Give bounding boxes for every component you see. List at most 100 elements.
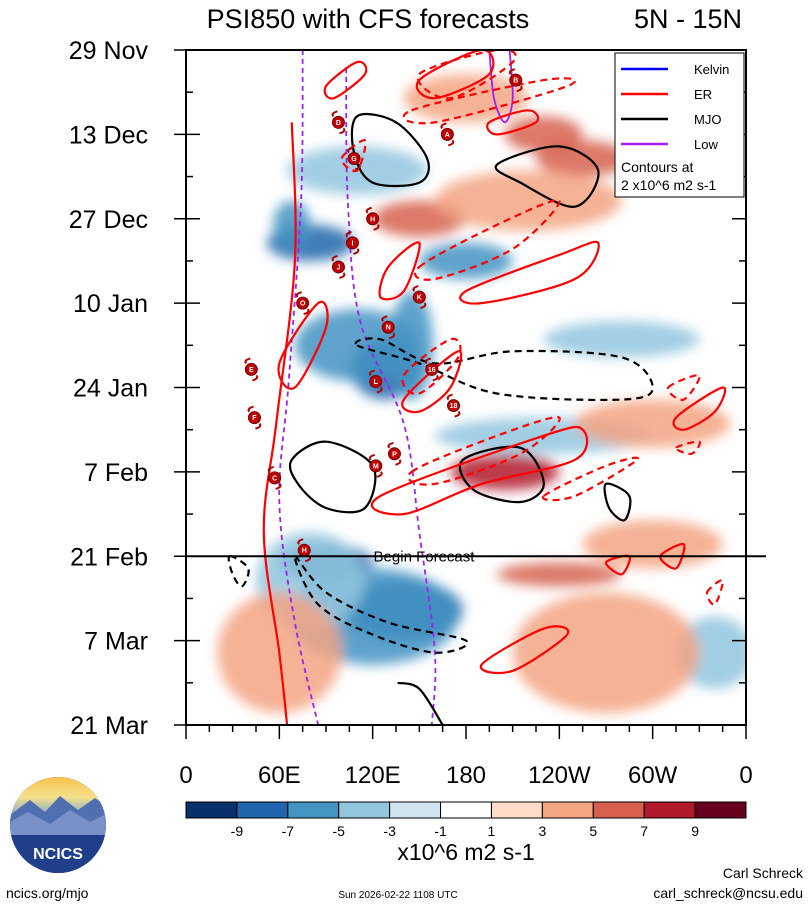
y-tick-label: 7 Feb — [84, 459, 148, 487]
colorbar-label: -3 — [383, 823, 396, 839]
anomaly-blob-23 — [512, 592, 700, 713]
colorbar-swatch-4 — [389, 801, 442, 819]
legend-label-low: Low — [694, 137, 718, 152]
storm-marker-18: H — [297, 538, 312, 563]
contour-mjo-9 — [397, 681, 444, 725]
colorbar-label: -7 — [282, 823, 295, 839]
footer-url: ncics.org/mjo — [6, 885, 89, 901]
colorbar-label: 3 — [538, 823, 546, 839]
legend-note-line2: 2 x10^6 m2 s-1 — [621, 177, 716, 193]
storm-label: F — [252, 415, 257, 422]
legend-label-kelvin: Kelvin — [694, 62, 729, 77]
anomaly-blob-18 — [497, 562, 622, 587]
colorbar-swatch-6 — [490, 801, 543, 819]
y-axis: 29 Nov 13 Dec 27 Dec 10 Jan 24 Jan 7 Feb 21 Fe… — [69, 37, 746, 740]
contour-er-18 — [277, 300, 329, 390]
contour-er-29 — [401, 337, 462, 396]
storm-label: H — [370, 216, 375, 223]
legend: Kelvin ER MJO Low Contours at 2 x10^6 m2 s-… — [614, 52, 745, 198]
contour-er-19 — [401, 350, 463, 414]
storm-label: N — [386, 325, 391, 332]
storm-marker-8: O — [295, 291, 310, 316]
storm-label: D — [336, 120, 341, 127]
contour-er-13 — [323, 60, 368, 100]
colorbar-label: 7 — [640, 823, 648, 839]
ncics-logo: NCICS — [10, 777, 106, 873]
chart-subtitle: 5N - 15N — [634, 4, 742, 34]
anomaly-blob-14 — [450, 453, 560, 490]
storm-label: P — [392, 451, 397, 458]
storm-marker-1: D — [331, 110, 346, 135]
storm-marker-13: 18 — [446, 393, 461, 418]
colorbar-label: 9 — [691, 823, 699, 839]
contour-er-21 — [479, 625, 570, 675]
contour-er-17 — [459, 240, 600, 305]
x-tick-label: 120W — [528, 762, 591, 789]
colorbar-swatch-0 — [185, 801, 238, 819]
storm-marker-9: N — [381, 315, 396, 340]
storm-label: E — [249, 367, 254, 374]
storm-label: L — [374, 379, 379, 386]
colorbar-label: -5 — [333, 823, 346, 839]
y-tick-label: 27 Dec — [69, 206, 148, 234]
colorbar-units: x10^6 m2 s-1 — [397, 839, 534, 865]
storm-marker-4: H — [365, 206, 380, 231]
contour-mjo-11 — [293, 555, 469, 654]
colorbar-swatch-9 — [643, 801, 696, 819]
colorbar-swatch-8 — [592, 801, 645, 819]
y-tick-label: 29 Nov — [69, 37, 149, 65]
colorbar-swatch-2 — [287, 801, 340, 819]
storm-label: 16 — [428, 367, 436, 374]
x-axis: 0 60E 120E 180 120W 60W 0 — [179, 725, 753, 789]
x-tick-label: 0 — [739, 762, 752, 789]
storm-marker-5: I — [345, 230, 360, 255]
storm-marker-15: P — [387, 441, 402, 466]
storm-marker-12: L — [368, 369, 383, 394]
storm-marker-10: 16 — [424, 357, 439, 382]
x-tick-label: 180 — [446, 762, 486, 789]
anomaly-blob-16 — [504, 116, 583, 153]
storm-label: C — [272, 475, 277, 482]
contour-mjo-6 — [288, 440, 377, 514]
y-tick-label: 24 Jan — [73, 375, 148, 403]
contour-mjo-8 — [603, 482, 632, 522]
anomaly-blob-10 — [419, 242, 513, 280]
colorbar: -9 -7 -5 -3 -1 1 3 5 7 9 — [185, 801, 747, 839]
storm-label: O — [300, 301, 306, 308]
contour-mjo-12 — [227, 555, 250, 588]
storm-marker-2: A — [440, 122, 455, 147]
storm-label: K — [417, 295, 422, 302]
forecast-label: Begin Forecast — [374, 548, 476, 565]
x-tick-label: 60E — [258, 762, 301, 789]
contour-er-26 — [416, 50, 517, 100]
chart-title: PSI850 with CFS forecasts — [207, 4, 530, 34]
y-tick-label: 21 Mar — [70, 712, 148, 740]
anomaly-blob-19 — [434, 170, 622, 231]
contour-er-30 — [407, 416, 561, 486]
colorbar-label: 1 — [488, 823, 496, 839]
anomaly-blob-12 — [543, 321, 700, 358]
colorbar-swatch-10 — [694, 801, 747, 819]
storm-marker-6: J — [331, 255, 346, 279]
contour-er-34 — [705, 579, 724, 606]
storm-label: B — [513, 78, 518, 85]
colorbar-label: 5 — [589, 823, 597, 839]
contour-er-14 — [415, 50, 495, 100]
legend-label-mjo: MJO — [694, 112, 721, 127]
y-tick-label: 13 Dec — [69, 121, 148, 149]
storm-label: 18 — [450, 403, 458, 410]
storm-label: J — [336, 264, 340, 271]
contour-mjo-5 — [494, 145, 600, 208]
contour-low-2 — [345, 68, 437, 725]
storm-label: A — [445, 132, 450, 139]
contour-er-23 — [604, 554, 631, 576]
storm-label: I — [351, 240, 353, 247]
storm-marker-11: E — [244, 357, 259, 382]
colorbar-label: -1 — [434, 823, 447, 839]
anomaly-blob-24 — [582, 520, 723, 569]
storm-marker-0: B — [508, 68, 523, 93]
anomaly-blob-21 — [574, 399, 731, 448]
storm-marker-14: F — [247, 405, 262, 430]
footer-author: Carl Schreck — [723, 865, 804, 881]
contour-er-25 — [672, 386, 727, 431]
